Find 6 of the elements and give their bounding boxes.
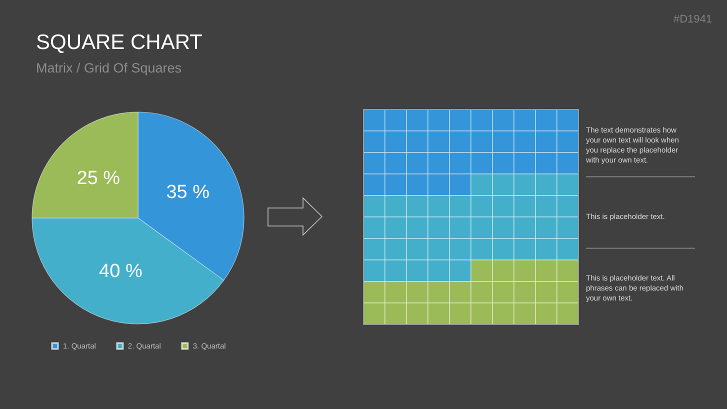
data-label: 40 % [99, 260, 142, 282]
text: #D1941 [673, 14, 712, 26]
data-label: 35 % [166, 182, 210, 204]
chart-title: SQUARE CHART [36, 31, 203, 54]
data-label: 25 % [76, 168, 120, 189]
chart-subtitle: Matrix / Grid Of Squares [36, 60, 182, 76]
